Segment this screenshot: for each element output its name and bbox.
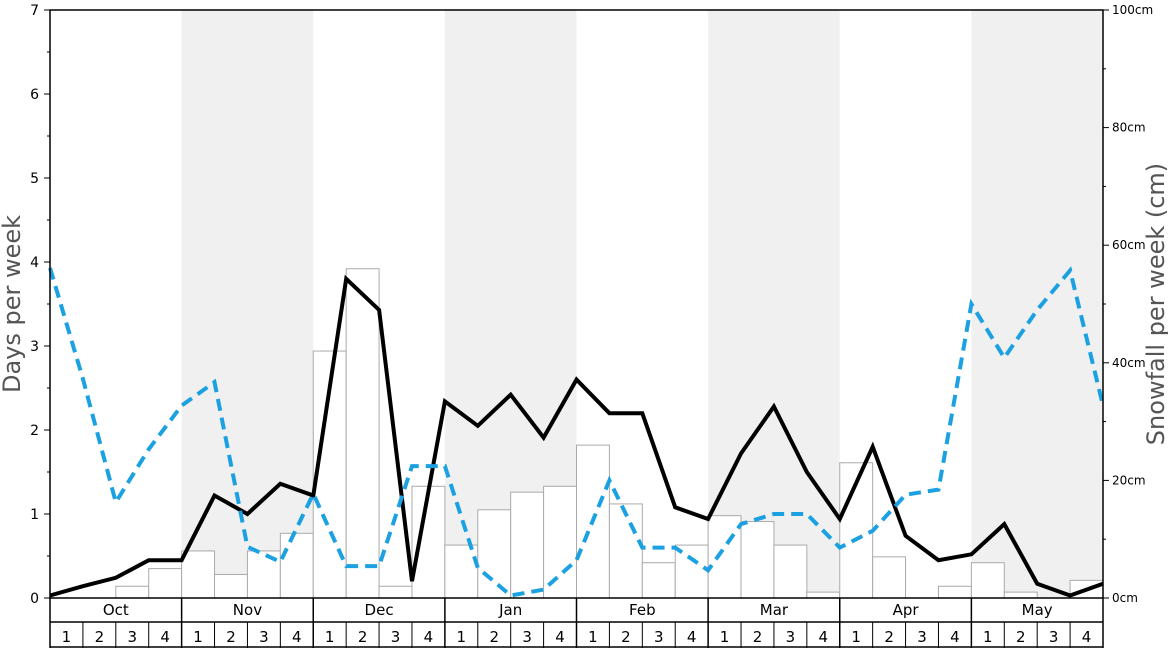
right-tick-label: 100cm — [1112, 3, 1153, 17]
week-label: 1 — [983, 628, 993, 646]
week-label: 2 — [226, 628, 236, 646]
snowfall-bar — [214, 573, 248, 599]
snowfall-bar — [970, 562, 1005, 599]
snowfall-bar — [608, 503, 643, 599]
week-label: 3 — [1049, 628, 1059, 646]
right-tick-label: 20cm — [1112, 473, 1146, 487]
month-label-mar: Mar — [760, 601, 789, 619]
left-tick-label: 5 — [30, 171, 39, 187]
right-tick-label: 0cm — [1112, 591, 1138, 605]
month-label-oct: Oct — [103, 601, 129, 619]
snowfall-bar — [674, 544, 709, 599]
right-tick-label: 40cm — [1112, 356, 1146, 370]
snowfall-bar — [707, 515, 742, 599]
snowfall-bar — [444, 544, 479, 599]
month-label-feb: Feb — [629, 601, 656, 619]
week-label: 2 — [753, 628, 763, 646]
snowfall-bar — [872, 556, 907, 599]
week-label: 1 — [193, 628, 203, 646]
snowfall-bar — [378, 585, 413, 599]
day-lines — [48, 266, 1105, 598]
snowfall-bar — [345, 268, 380, 599]
x-axis: Oct 1 2 3 4 Nov 1 2 3 4 Dec 1 2 3 4 Jan 1 2 3 4 Feb 1 2 3 4 Mar 1 2… — [49, 598, 1104, 648]
right-axis: 0cm 20cm 40cm 60cm 80cm 100cm — [1103, 3, 1153, 605]
snowfall-bar — [641, 562, 676, 599]
week-label: 2 — [884, 628, 894, 646]
left-tick-label: 6 — [30, 87, 39, 103]
left-tick-label: 1 — [30, 507, 39, 523]
week-label: 1 — [457, 628, 467, 646]
week-label: 4 — [819, 628, 829, 646]
week-label: 3 — [522, 628, 532, 646]
snowfall-bar — [806, 591, 841, 599]
week-label: 4 — [555, 628, 565, 646]
week-label: 2 — [1016, 628, 1026, 646]
right-tick-label: 60cm — [1112, 238, 1146, 252]
week-label: 3 — [786, 628, 796, 646]
month-band-mar — [708, 10, 840, 598]
week-label: 4 — [160, 628, 170, 646]
snowfall-bar — [477, 509, 512, 599]
month-label-jan: Jan — [498, 601, 522, 619]
month-label-apr: Apr — [893, 601, 920, 619]
left-tick-label: 2 — [30, 423, 39, 439]
right-tick-label: 80cm — [1112, 121, 1146, 135]
week-label: 4 — [687, 628, 697, 646]
week-label: 3 — [654, 628, 664, 646]
snowfall-bar — [411, 485, 446, 599]
snowfall-bar — [543, 485, 577, 599]
month-shading — [181, 10, 1103, 598]
snowfall-bar — [1003, 591, 1038, 599]
week-label: 3 — [917, 628, 927, 646]
snowfall-bar — [510, 491, 545, 599]
snowfall-bar — [279, 532, 314, 599]
week-label: 2 — [95, 628, 105, 646]
week-label: 4 — [950, 628, 960, 646]
snowfall-bar — [740, 521, 775, 599]
snowfall-bar — [937, 585, 972, 599]
solid-days-line — [49, 274, 1104, 598]
week-label: 2 — [489, 628, 499, 646]
week-label: 4 — [292, 628, 302, 646]
month-band-nov — [181, 10, 314, 598]
month-label-nov: Nov — [233, 601, 262, 619]
left-tick-label: 0 — [30, 591, 39, 607]
week-label: 2 — [621, 628, 631, 646]
snowfall-bar — [115, 585, 150, 599]
left-tick-label: 3 — [30, 339, 39, 355]
week-label: 4 — [424, 628, 434, 646]
month-label-may: May — [1022, 601, 1053, 619]
month-label-dec: Dec — [365, 601, 394, 619]
week-label: 2 — [358, 628, 368, 646]
snowfall-bar — [148, 568, 183, 599]
left-tick-label: 7 — [30, 3, 39, 19]
left-tick-label: 4 — [30, 255, 39, 271]
week-label: 1 — [588, 628, 598, 646]
y-axis-left-label: Days per week — [0, 215, 26, 393]
week-label: 3 — [259, 628, 269, 646]
week-label: 1 — [720, 628, 730, 646]
week-label: 4 — [1082, 628, 1092, 646]
snowfall-bar — [773, 544, 808, 599]
week-label: 1 — [62, 628, 72, 646]
snowfall-bar — [181, 550, 216, 599]
week-label: 1 — [851, 628, 861, 646]
week-label: 1 — [325, 628, 335, 646]
week-label: 3 — [127, 628, 137, 646]
left-axis: 0 1 2 3 4 5 6 7 — [30, 3, 50, 607]
week-label: 3 — [391, 628, 401, 646]
month-band-may — [971, 10, 1103, 598]
y-axis-right-label: Snowfall per week (cm) — [1142, 163, 1168, 445]
dashed-days-line — [48, 266, 1105, 598]
